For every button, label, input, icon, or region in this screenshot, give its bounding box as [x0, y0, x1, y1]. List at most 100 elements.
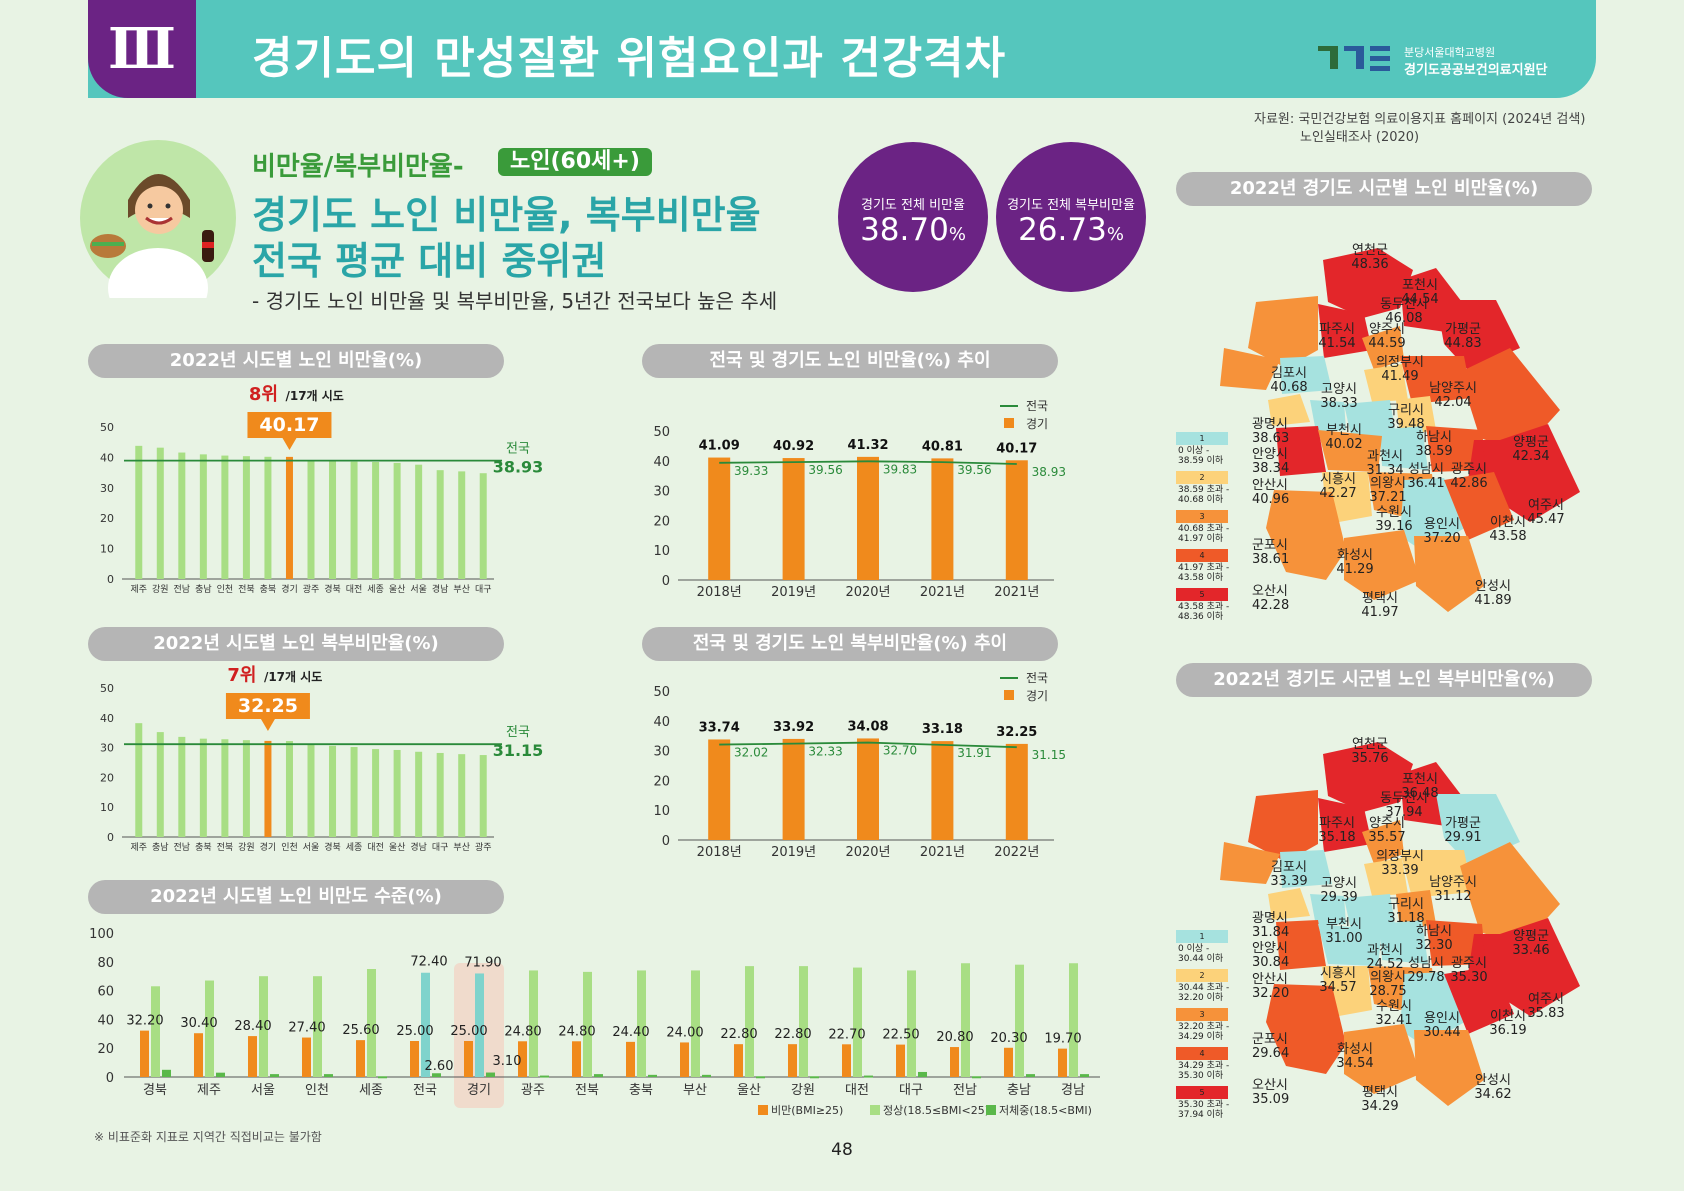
bar-전남 — [178, 452, 186, 579]
map-region-label: 파주시 41.54 — [1307, 323, 1367, 351]
region-name: 구리시 — [1388, 403, 1424, 418]
map-region-label: 가평군 44.83 — [1433, 323, 1493, 351]
region-name: 안성시 — [1475, 579, 1511, 594]
bar-세종 — [372, 461, 380, 579]
bar-obese-충남 — [1004, 1047, 1013, 1077]
legend-label: 비만(BMI≥25) — [771, 1104, 843, 1117]
chart-bmi-level: 0 20 40 60 80 100 32.20 경북 30.40 제주 28.40 서울 27.40 인천… — [89, 927, 1100, 1117]
map-region-label: 과천시 31.34 — [1355, 450, 1415, 478]
x-tick-label: 경북 — [324, 841, 341, 853]
y-tick-label: 50 — [653, 425, 670, 440]
line-value-label: 39.56 — [957, 463, 991, 477]
region-name: 이천시 — [1490, 1009, 1526, 1024]
map-region-label: 남양주시 31.12 — [1423, 876, 1483, 904]
bar-서울 — [415, 464, 423, 579]
map-region-label: 이천시 43.58 — [1478, 516, 1538, 544]
bar-underweight-충남 — [1026, 1074, 1035, 1077]
bar-gyeonggi-2020년 — [857, 738, 879, 840]
x-tick-label: 울산 — [389, 842, 406, 853]
line-value-label: 39.33 — [734, 464, 768, 478]
map-legend-range: 41.97 이하 — [1178, 534, 1224, 544]
region-name: 용인시 — [1424, 1011, 1460, 1026]
region-name: 광명시 — [1252, 911, 1288, 926]
legend-bar-swatch — [1004, 418, 1014, 428]
obese-value-label: 25.60 — [342, 1023, 379, 1038]
region-value: 39.48 — [1387, 417, 1425, 432]
map-side-label: 안산시 32.20 — [1252, 973, 1289, 1001]
map-side-label: 광명시 31.84 — [1252, 912, 1289, 940]
y-tick-label: 40 — [653, 455, 670, 470]
map-region-label: 광주시 42.86 — [1439, 463, 1499, 491]
region-value: 44.83 — [1444, 336, 1482, 351]
map-side-label: 광명시 38.63 — [1252, 418, 1289, 446]
map-legend-range: 30.44 이하 — [1178, 954, 1224, 964]
bar-전북 — [242, 456, 250, 579]
map-region-label: 구리시 39.48 — [1376, 404, 1436, 432]
bar-underweight-서울 — [270, 1074, 279, 1077]
map-region-label: 남양주시 42.04 — [1423, 382, 1483, 410]
region-name: 안산시 — [1252, 972, 1288, 987]
bar-underweight-강원 — [810, 1076, 819, 1079]
map-region-label: 부천시 40.02 — [1314, 424, 1374, 452]
bar-normal-부산 — [691, 970, 700, 1077]
map-region-label: 안성시 34.62 — [1463, 1074, 1523, 1102]
bar-underweight-전북 — [594, 1074, 603, 1077]
bar-value-label: 40.17 — [996, 441, 1037, 456]
region-value: 40.96 — [1252, 492, 1290, 507]
x-tick-label: 2020년 — [845, 585, 890, 600]
y-tick-label: 10 — [100, 801, 114, 814]
chart-title-abdominal-province: 2022년 시도별 노인 복부비만율(%) — [88, 627, 504, 661]
obese-value-label: 24.00 — [666, 1025, 703, 1040]
obese-value-label: 27.40 — [288, 1021, 325, 1036]
map-side-label: 오산시 42.28 — [1252, 585, 1289, 613]
x-tick-label: 2019년 — [771, 585, 816, 600]
legend-bar-swatch — [1004, 690, 1014, 700]
map-region-label: 성남시 36.41 — [1396, 463, 1456, 491]
region-name: 포천시 — [1402, 278, 1438, 293]
map-legend-range: 43.58 이하 — [1178, 573, 1224, 583]
footnote: ※ 비표준화 지표로 지역간 직접비교는 불가함 — [94, 1130, 322, 1144]
region-name: 가평군 — [1445, 816, 1481, 831]
underweight-value-label: 3.10 — [493, 1054, 522, 1069]
line-value-label: 31.15 — [1032, 748, 1066, 762]
x-tick-label: 제주 — [197, 1083, 221, 1098]
legend-swatch — [758, 1105, 768, 1115]
x-tick-label: 2021년 — [920, 845, 965, 860]
chart-obesity-trend: 0 10 20 30 40 50 41.09 2018년 40.92 2019년 41.32 2020… — [653, 399, 1066, 600]
region-value: 41.89 — [1474, 593, 1512, 608]
page-number: 48 — [831, 1140, 853, 1160]
bar-gyeonggi-2018년 — [708, 457, 731, 580]
bar-underweight-세종 — [378, 1076, 387, 1079]
normal-value-label: 71.90 — [464, 955, 501, 970]
bar-underweight-인천 — [324, 1074, 333, 1077]
bar-normal-제주 — [205, 980, 214, 1077]
region-value: 30.44 — [1423, 1025, 1461, 1040]
x-tick-label: 강원 — [238, 842, 255, 853]
obese-value-label: 20.30 — [990, 1031, 1027, 1046]
bar-normal-전남 — [961, 963, 970, 1077]
bar-underweight-전남 — [972, 1076, 981, 1079]
region-value: 40.02 — [1325, 437, 1363, 452]
national-trend-line — [719, 460, 1017, 465]
bar-광주 — [479, 755, 487, 837]
bar-normal-대전 — [853, 967, 862, 1077]
region-name: 동두천시 — [1380, 297, 1428, 312]
map-legend-swatch: 2 — [1176, 471, 1228, 484]
region-value: 31.18 — [1387, 911, 1425, 926]
x-tick-label: 대전 — [367, 842, 384, 853]
region-name: 포천시 — [1402, 772, 1438, 787]
chart-abdominal-trend: 0 10 20 30 40 50 33.74 2018년 33.92 2019년 34.08 2020… — [653, 671, 1066, 860]
region-value: 36.19 — [1489, 1023, 1527, 1038]
region-name: 연천군 — [1352, 243, 1388, 258]
region-name: 성남시 — [1408, 956, 1444, 971]
bar-충남 — [156, 732, 164, 837]
map-region-label: 동두천시 37.94 — [1374, 792, 1434, 820]
bar-obese-제주 — [194, 1033, 203, 1077]
y-tick-label: 40 — [653, 715, 670, 730]
map-legend-swatch: 2 — [1176, 969, 1228, 982]
region-value: 34.54 — [1336, 1056, 1374, 1071]
map-legend-range: 32.20 초과 - — [1178, 1022, 1230, 1032]
region-name: 김포시 — [1271, 860, 1307, 875]
map-legend-range: 37.94 이하 — [1178, 1110, 1224, 1120]
x-tick-label: 전남 — [953, 1083, 977, 1098]
